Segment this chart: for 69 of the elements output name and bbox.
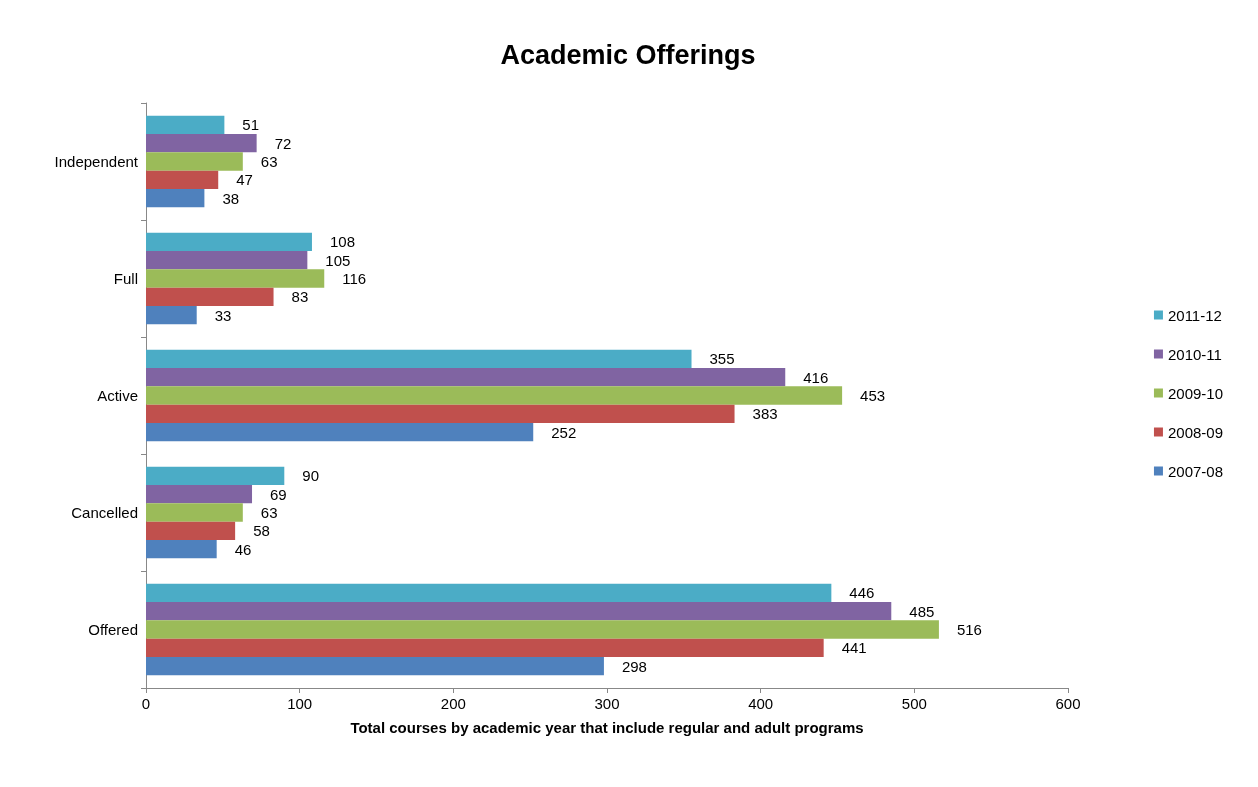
x-tick-label: 600	[1055, 695, 1081, 712]
data-label: 51	[242, 116, 260, 134]
bar	[146, 485, 253, 504]
x-tick-label: 200	[440, 695, 466, 712]
bar	[146, 386, 843, 405]
bar	[146, 404, 735, 423]
data-label: 46	[234, 540, 252, 558]
data-label: 441	[841, 639, 867, 657]
x-tick-label: 500	[901, 695, 927, 712]
bar	[146, 422, 534, 442]
bar	[146, 503, 243, 522]
y-tick-label: Active	[97, 387, 138, 404]
data-label: 63	[260, 153, 278, 170]
x-tick-label: 300	[594, 695, 620, 712]
x-tick-label: 100	[287, 695, 313, 712]
data-label: 58	[253, 522, 270, 540]
bar	[146, 152, 243, 171]
legend-label: 2010-11	[1167, 345, 1222, 363]
data-label: 446	[849, 584, 875, 602]
legend-label: 2009-10	[1167, 384, 1224, 402]
y-tick-label: Offered	[88, 621, 138, 638]
data-label: 453	[860, 387, 886, 404]
bar	[146, 368, 786, 387]
x-axis-title: Total courses by academic year that include regular and adult programs	[350, 719, 864, 736]
bar	[146, 602, 892, 621]
x-tick-label: 0	[141, 695, 151, 712]
bar	[146, 115, 225, 135]
bar	[146, 466, 285, 486]
data-label: 355	[709, 350, 735, 368]
bar	[146, 269, 325, 288]
bar	[146, 232, 312, 252]
data-label: 69	[270, 485, 287, 503]
data-label: 485	[909, 602, 935, 620]
data-label: 72	[274, 134, 292, 152]
data-label: 383	[752, 405, 778, 423]
x-tick-label: 400	[748, 695, 774, 712]
data-label: 38	[222, 189, 240, 207]
data-label: 416	[803, 368, 829, 386]
legend-label: 2011-12	[1167, 306, 1222, 324]
bar	[146, 638, 824, 657]
y-tick-label: Independent	[54, 153, 139, 170]
data-label: 116	[342, 270, 367, 287]
data-label: 298	[621, 657, 647, 675]
y-tick-label: Cancelled	[71, 504, 138, 521]
bar	[146, 521, 236, 540]
bar	[146, 305, 197, 325]
data-label: 516	[956, 621, 982, 638]
y-tick-label: Full	[113, 270, 138, 287]
bar	[146, 539, 217, 559]
bar	[146, 349, 692, 369]
data-label: 33	[214, 306, 232, 324]
bar	[146, 188, 205, 208]
data-label: 63	[260, 504, 278, 521]
data-label: 105	[325, 251, 351, 269]
data-label: 108	[329, 233, 355, 251]
bar	[146, 656, 604, 676]
legend-label: 2008-09	[1167, 423, 1224, 441]
bar	[146, 287, 274, 306]
bar	[146, 251, 308, 270]
data-label: 90	[302, 467, 319, 485]
data-label: 83	[291, 288, 309, 306]
bar	[146, 134, 257, 153]
data-label: 47	[236, 171, 253, 189]
bar	[146, 583, 832, 603]
bar	[146, 620, 939, 639]
chart-title: Academic Offerings	[500, 39, 756, 70]
bar	[146, 170, 219, 189]
legend-label: 2007-08	[1167, 462, 1224, 480]
data-label: 252	[551, 423, 577, 441]
